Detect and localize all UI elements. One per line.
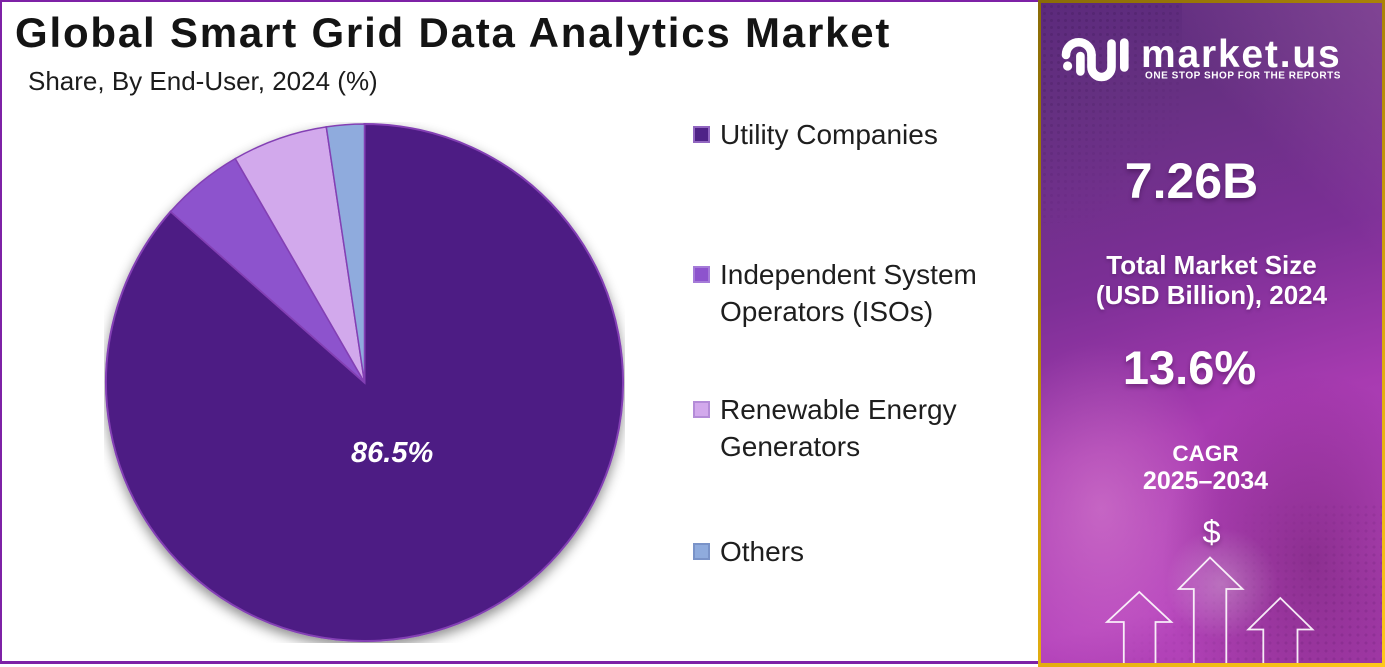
svg-text:ONE STOP SHOP FOR THE REPORTS: ONE STOP SHOP FOR THE REPORTS [1145, 71, 1341, 82]
svg-text:market.us: market.us [1141, 33, 1341, 76]
